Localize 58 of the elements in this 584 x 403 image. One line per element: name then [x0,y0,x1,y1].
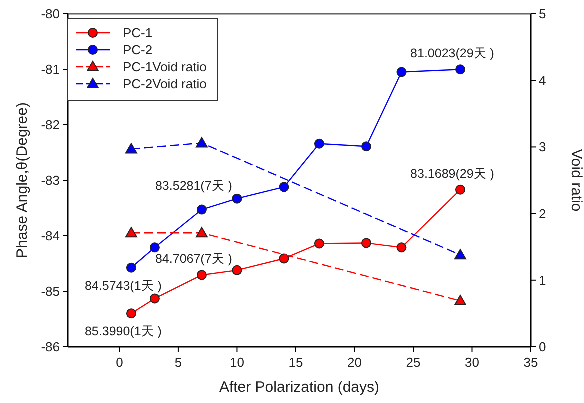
y2-tick-label: 3 [539,140,546,155]
y-axis-title: Phase Angle,θ(Degree) [14,102,31,258]
point [279,182,290,192]
legend-label: PC-1 [123,26,153,40]
x-tick-label: 5 [174,355,182,370]
y-tick-label: -83 [41,173,60,188]
point [125,143,138,154]
x-tick-label: 10 [230,355,244,370]
x-tick-label: 30 [465,355,480,370]
annotation: 84.5743(1天 ) [84,278,162,293]
x-tick-label: 0 [116,355,124,370]
point [455,64,466,75]
point [314,238,324,249]
point [196,270,207,280]
point [279,254,290,264]
annotation: 83.1689(29天 ) [410,166,494,181]
point [396,67,407,78]
point [396,242,407,253]
annotation: 81.0023(29天 ) [410,46,494,61]
x-tick-label: 35 [524,355,538,370]
point [361,238,372,248]
point [126,308,136,319]
point [196,137,208,148]
x-tick-label: 20 [347,355,362,370]
point [126,262,136,273]
y2-axis-title: Void ratio [568,149,584,212]
y-tick-label: -84 [41,228,60,244]
annotation: 84.7067(7天 ) [155,252,232,266]
point [196,227,208,238]
legend-label: PC-1Void ratio [123,60,207,74]
y-tick-label: -85 [41,284,60,299]
point [125,227,138,238]
y2-tick-label: 2 [539,206,546,222]
point [314,138,324,149]
x-axis-title: After Polarization (days) [219,379,380,396]
y-tick-label: -81 [41,62,60,77]
point [454,295,466,306]
point [150,294,160,304]
x-tick-label: 15 [288,355,304,370]
point [196,204,207,215]
y2-tick-label: 1 [539,272,546,288]
y-tick-label: -86 [41,340,60,354]
y2-tick-label: 0 [539,340,546,354]
x-tick-label: 25 [406,355,421,370]
annotation: 83.5281(7天 ) [155,178,232,193]
point [455,184,466,195]
point [232,194,242,204]
point [454,249,466,260]
y-tick-label: -80 [41,6,60,22]
legend-label: PC-2Void ratio [123,76,207,92]
point [361,142,372,152]
point [150,242,160,253]
y-tick-label: -82 [41,118,60,132]
y2-tick-label: 5 [539,6,546,22]
annotation: 85.3990(1天 ) [84,324,162,339]
legend-label: PC-2 [123,42,153,58]
y2-tick-label: 4 [539,73,546,88]
point [232,265,242,276]
